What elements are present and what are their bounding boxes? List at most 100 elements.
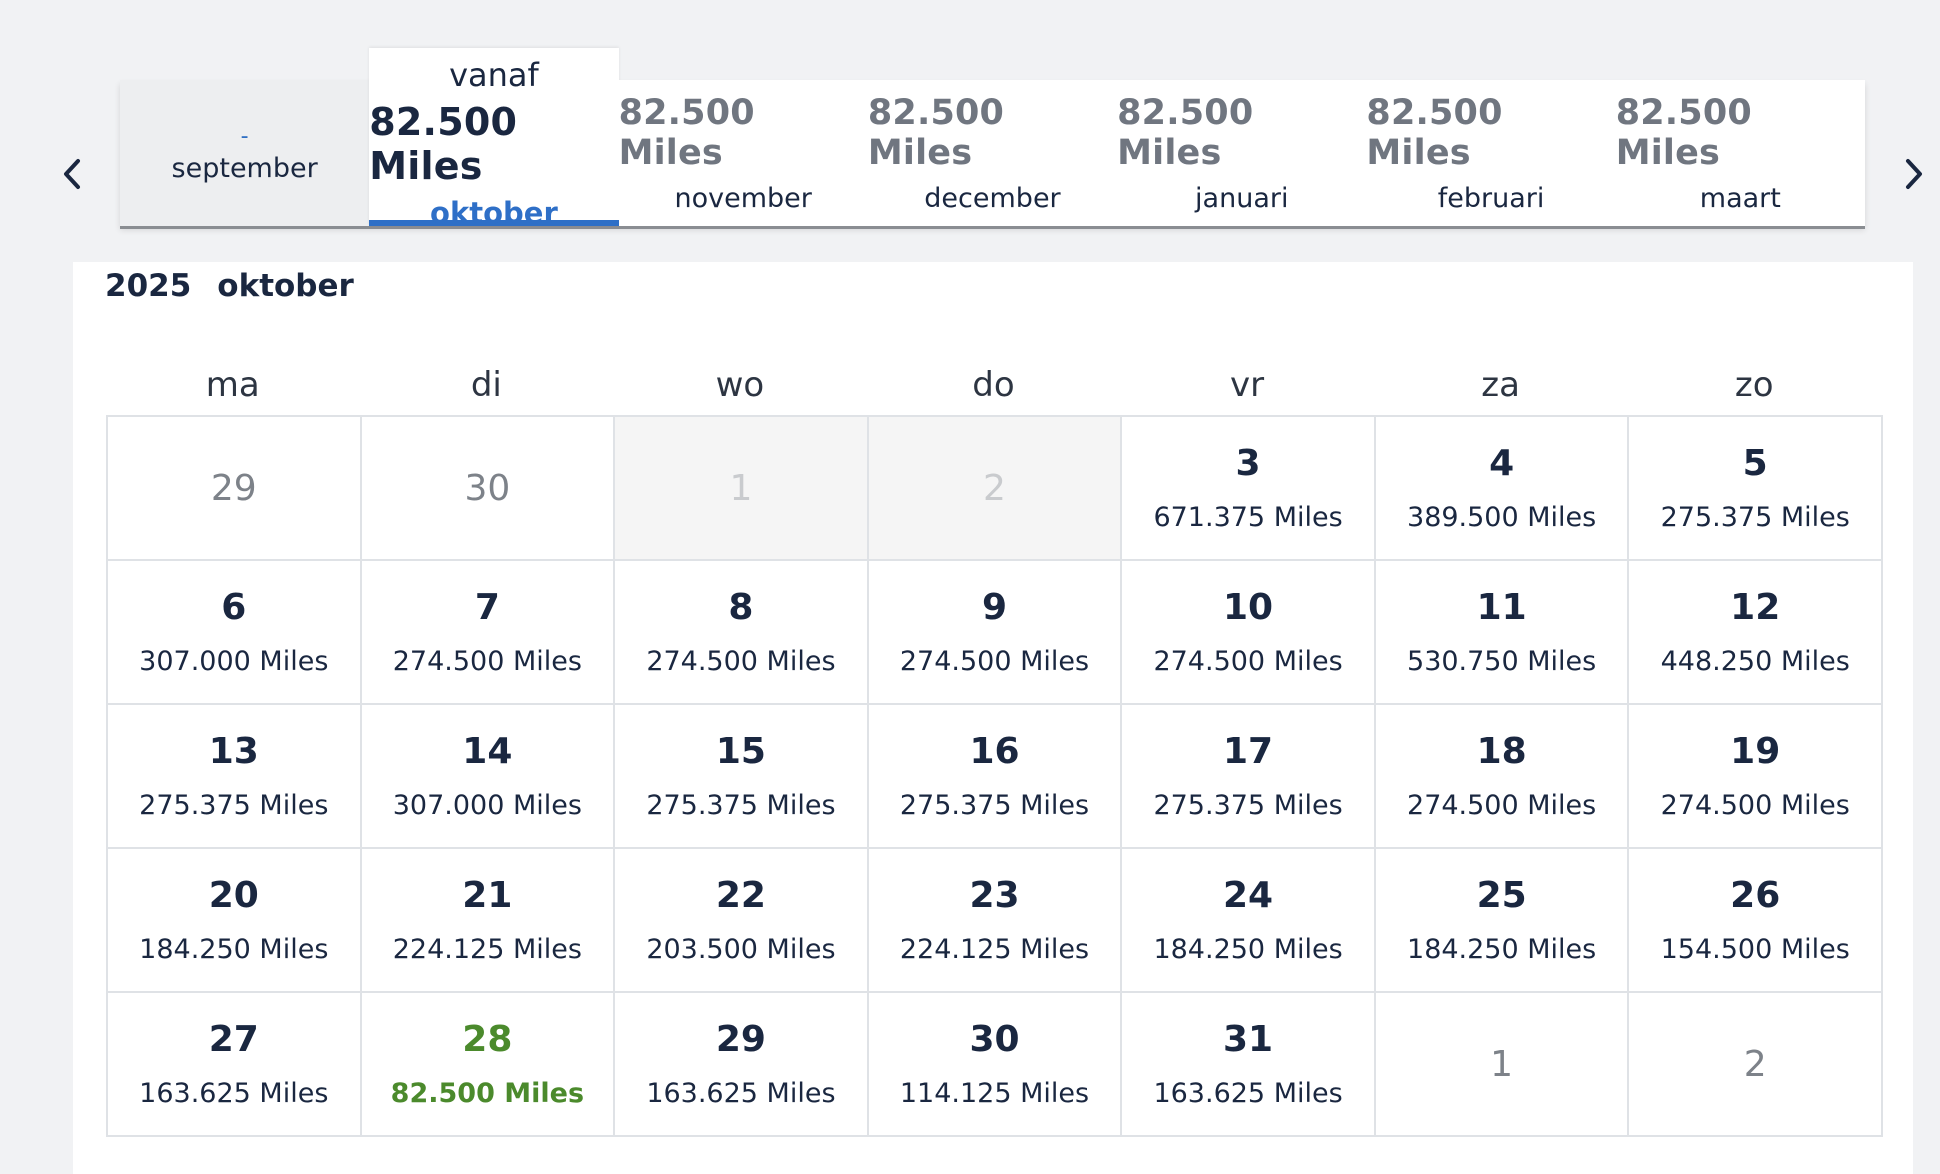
calendar-day-cell[interactable]: 21 224.125 Miles: [361, 849, 616, 993]
tab-price-placeholder: -: [240, 124, 249, 149]
day-miles-price: 114.125 Miles: [899, 1078, 1090, 1109]
tab-december[interactable]: 82.500 Miles december: [867, 80, 1118, 226]
weekday-label: wo: [715, 365, 765, 405]
day-miles-price: 274.500 Miles: [1660, 790, 1850, 821]
day-number: 29: [715, 1019, 766, 1060]
calendar-day-cell[interactable]: 30 114.125 Miles: [868, 993, 1123, 1137]
day-miles-price: 184.250 Miles: [1407, 934, 1597, 965]
tab-price: 82.500 Miles: [1615, 92, 1752, 173]
day-number: 1: [729, 467, 753, 509]
calendar-day-cell[interactable]: 17 275.375 Miles: [1122, 705, 1376, 849]
calendar-day-cell[interactable]: 14 307.000 Miles: [361, 705, 616, 849]
calendar-day-cell[interactable]: 11 530.750 Miles: [1375, 561, 1630, 705]
day-miles-price: 82.500 Miles: [390, 1078, 585, 1109]
tab-oktober[interactable]: vanaf 82.500 Miles oktober: [369, 48, 619, 230]
calendar-day-cell[interactable]: 31 163.625 Miles: [1122, 993, 1376, 1137]
calendar-day-cell[interactable]: 30: [361, 417, 616, 561]
day-miles-price: 275.375 Miles: [1660, 502, 1850, 533]
day-number: 12: [1730, 587, 1781, 628]
tab-februari[interactable]: 82.500 Miles februari: [1366, 80, 1616, 226]
day-number: 23: [969, 875, 1020, 916]
weekday-label: do: [972, 365, 1015, 405]
calendar-day-cell[interactable]: 28 82.500 Miles: [361, 993, 616, 1137]
day-number: 2: [1743, 1043, 1767, 1085]
day-miles-price: 275.375 Miles: [899, 790, 1090, 821]
day-miles-price: 275.375 Miles: [139, 790, 329, 821]
calendar-day-cell[interactable]: 19 274.500 Miles: [1629, 705, 1883, 849]
tab-month-label: september: [171, 153, 318, 184]
calendar-day-cell[interactable]: 25 184.250 Miles: [1375, 849, 1630, 993]
day-number: 6: [221, 587, 247, 628]
day-number: 20: [208, 875, 259, 916]
weekday-label: zo: [1734, 365, 1774, 405]
day-number: 27: [208, 1019, 259, 1060]
calendar-day-cell[interactable]: 3 671.375 Miles: [1122, 417, 1376, 561]
weekday-header: ma di wo do vr za zo: [106, 365, 1881, 405]
calendar-day-cell[interactable]: 26 154.500 Miles: [1629, 849, 1883, 993]
calendar-day-cell[interactable]: 8 274.500 Miles: [615, 561, 869, 705]
calendar-day-cell[interactable]: 27 163.625 Miles: [108, 993, 362, 1137]
day-number: 19: [1730, 731, 1781, 772]
calendar-day-cell[interactable]: 9 274.500 Miles: [868, 561, 1123, 705]
day-miles-price: 184.250 Miles: [139, 934, 329, 965]
tab-price: 82.500 Miles: [1366, 92, 1503, 173]
day-number: 9: [981, 587, 1008, 628]
tab-price: 82.500 Miles: [1117, 92, 1254, 173]
day-number: 31: [1223, 1019, 1274, 1060]
calendar-day-cell[interactable]: 6 307.000 Miles: [108, 561, 362, 705]
calendar-day-cell[interactable]: 5 275.375 Miles: [1629, 417, 1883, 561]
calendar-day-cell[interactable]: 12 448.250 Miles: [1629, 561, 1883, 705]
chevron-right-icon: [1906, 159, 1922, 189]
day-miles-price: 275.375 Miles: [1153, 790, 1343, 821]
day-miles-price: 163.625 Miles: [1153, 1078, 1343, 1109]
calendar-day-cell[interactable]: 4 389.500 Miles: [1375, 417, 1630, 561]
tab-month-label: maart: [1699, 182, 1781, 214]
month-tabs: - september vanaf 82.500 Miles oktober 8…: [120, 48, 1865, 230]
day-number: 26: [1730, 875, 1781, 916]
calendar-day-cell[interactable]: 29: [108, 417, 362, 561]
calendar-day-cell[interactable]: 10 274.500 Miles: [1122, 561, 1376, 705]
calendar-day-cell[interactable]: 29 163.625 Miles: [615, 993, 869, 1137]
next-month-button[interactable]: [1890, 150, 1938, 198]
calendar-day-cell[interactable]: 20 184.250 Miles: [108, 849, 362, 993]
calendar-day-cell[interactable]: 16 275.375 Miles: [868, 705, 1123, 849]
day-miles-price: 274.500 Miles: [1407, 790, 1597, 821]
day-number: 2: [983, 467, 1006, 509]
day-number: 1: [1490, 1043, 1514, 1085]
calendar-title: 2025 oktober: [105, 268, 354, 304]
prev-month-button[interactable]: [48, 150, 96, 198]
calendar-day-cell[interactable]: 22 203.500 Miles: [615, 849, 869, 993]
day-number: 28: [462, 1019, 513, 1060]
tab-november[interactable]: 82.500 Miles november: [618, 80, 868, 226]
day-number: 29: [210, 467, 257, 509]
day-number: 17: [1223, 731, 1274, 772]
calendar-day-cell: 1: [615, 417, 869, 561]
calendar-day-cell[interactable]: 15 275.375 Miles: [615, 705, 869, 849]
calendar-day-cell[interactable]: 18 274.500 Miles: [1375, 705, 1630, 849]
calendar-day-cell[interactable]: 24 184.250 Miles: [1122, 849, 1376, 993]
calendar-day-cell[interactable]: 7 274.500 Miles: [361, 561, 616, 705]
day-miles-price: 224.125 Miles: [899, 934, 1090, 965]
day-miles-price: 203.500 Miles: [646, 934, 836, 965]
day-number: 30: [969, 1019, 1020, 1060]
day-miles-price: 671.375 Miles: [1153, 502, 1343, 533]
day-miles-price: 530.750 Miles: [1407, 646, 1597, 677]
calendar-day-cell[interactable]: 23 224.125 Miles: [868, 849, 1123, 993]
day-number: 14: [462, 731, 513, 772]
calendar-day-cell[interactable]: 2: [1629, 993, 1883, 1137]
day-miles-price: 389.500 Miles: [1407, 502, 1597, 533]
day-number: 24: [1223, 875, 1274, 916]
calendar-day-cell[interactable]: 13 275.375 Miles: [108, 705, 362, 849]
day-miles-price: 275.375 Miles: [646, 790, 836, 821]
tab-januari[interactable]: 82.500 Miles januari: [1117, 80, 1367, 226]
weekday-label: vr: [1230, 365, 1265, 405]
tab-price: 82.500 Miles: [867, 92, 1005, 173]
tab-month-label: november: [674, 182, 812, 214]
day-number: 5: [1742, 443, 1768, 484]
day-number: 18: [1476, 731, 1527, 772]
day-miles-price: 274.500 Miles: [646, 646, 836, 677]
tab-maart[interactable]: 82.500 Miles maart: [1615, 80, 1865, 226]
calendar-day-cell[interactable]: 1: [1375, 993, 1630, 1137]
tab-september[interactable]: - september: [120, 80, 370, 226]
day-number: 15: [715, 731, 766, 772]
